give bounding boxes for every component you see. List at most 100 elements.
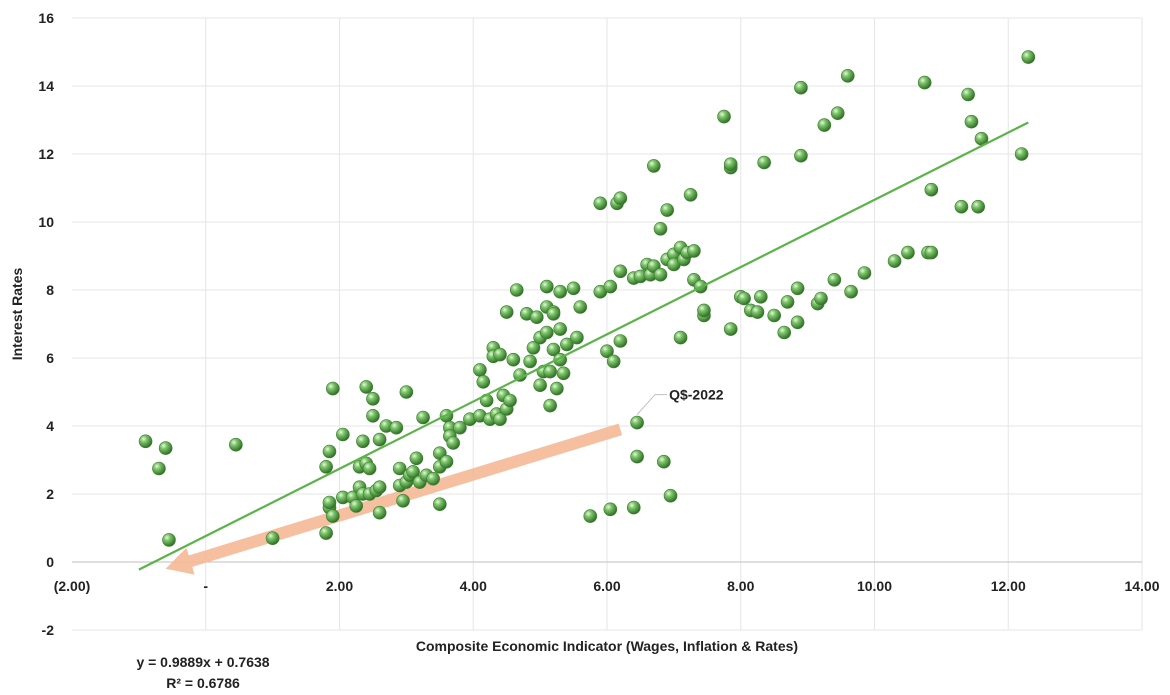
x-tick-label: 6.00: [593, 578, 620, 594]
data-point: [162, 533, 176, 547]
data-point: [560, 337, 574, 352]
data-point: [473, 363, 487, 377]
y-tick-label: 16: [38, 10, 54, 26]
data-point: [553, 322, 567, 336]
data-point: [593, 196, 608, 211]
x-axis-title: Composite Economic Indicator (Wages, Inf…: [416, 638, 798, 654]
data-point: [647, 159, 661, 173]
data-point: [543, 398, 557, 413]
data-point: [754, 289, 768, 304]
data-point: [158, 441, 173, 455]
x-tick-label: (2.00): [54, 578, 91, 594]
y-tick-label: 8: [46, 282, 54, 298]
data-point: [356, 434, 370, 449]
data-point: [794, 148, 808, 163]
data-point: [540, 279, 554, 294]
data-point: [526, 340, 541, 355]
data-point: [546, 342, 561, 357]
x-tick-label: -: [203, 578, 208, 594]
data-point: [924, 182, 939, 197]
annotation-leader: [636, 394, 668, 415]
y-tick-label: 10: [38, 214, 54, 230]
annotation: Q$-2022: [636, 387, 724, 415]
data-point: [453, 420, 467, 435]
data-point: [697, 303, 711, 318]
data-point: [603, 502, 618, 517]
data-point: [723, 157, 738, 171]
data-point: [540, 325, 554, 340]
data-point: [657, 454, 671, 469]
data-point: [901, 245, 915, 260]
data-point: [265, 531, 280, 546]
data-point: [606, 354, 621, 369]
data-point: [630, 449, 644, 464]
data-point: [359, 380, 374, 394]
data-point: [366, 391, 380, 406]
data-point: [573, 300, 588, 314]
data-point: [653, 222, 668, 236]
y-tick-label: 0: [46, 554, 54, 570]
data-point: [326, 509, 340, 523]
data-point: [673, 330, 688, 345]
x-tick-label: 12.00: [991, 578, 1026, 594]
data-point: [553, 284, 567, 299]
data-point: [409, 451, 424, 466]
data-point: [844, 284, 858, 299]
data-point: [814, 291, 828, 306]
data-point: [533, 378, 547, 393]
data-point: [600, 344, 614, 359]
data-point: [613, 191, 628, 205]
data-point: [840, 69, 855, 83]
data-point: [499, 305, 514, 319]
trendline-line: [138, 121, 1029, 571]
data-point: [723, 322, 738, 336]
data-point: [389, 420, 404, 435]
data-point: [630, 415, 644, 430]
annotation-arrow: [165, 423, 623, 575]
data-point: [780, 295, 795, 309]
data-point: [566, 281, 581, 296]
data-point: [372, 505, 387, 520]
data-point: [613, 264, 628, 279]
data-point: [1021, 50, 1036, 64]
data-point: [506, 352, 521, 367]
data-point: [336, 427, 350, 442]
y-tick-label: -2: [42, 622, 55, 638]
data-point: [583, 509, 598, 523]
data-point: [687, 244, 701, 258]
data-point: [366, 408, 380, 423]
x-tick-label: 8.00: [727, 578, 754, 594]
y-tick-label: 6: [46, 350, 54, 366]
data-point: [446, 436, 460, 450]
data-point: [790, 315, 805, 330]
data-point: [550, 381, 564, 396]
data-point: [750, 305, 765, 319]
data-point: [509, 283, 524, 297]
data-point: [663, 488, 678, 503]
data-point: [830, 106, 845, 120]
data-point: [439, 454, 454, 469]
data-point: [319, 459, 333, 474]
data-point: [653, 267, 668, 282]
x-tick-label: 2.00: [326, 578, 353, 594]
data-point: [476, 374, 491, 389]
data-point: [626, 500, 641, 515]
data-point: [971, 199, 985, 214]
trendline-equation: y = 0.9889x + 0.7638: [136, 654, 269, 670]
data-point: [817, 118, 832, 132]
trendline: [138, 121, 1029, 571]
data-point: [362, 461, 377, 476]
data-point: [322, 495, 337, 510]
data-point: [924, 245, 939, 260]
data-point: [392, 461, 407, 476]
data-point: [426, 471, 440, 486]
data-point: [229, 437, 243, 452]
data-point: [319, 526, 333, 540]
data-point: [757, 155, 771, 170]
data-point: [613, 334, 628, 348]
data-point: [790, 281, 805, 296]
data-point: [503, 393, 517, 408]
x-tick-label: 4.00: [460, 578, 487, 594]
data-point: [794, 80, 808, 95]
